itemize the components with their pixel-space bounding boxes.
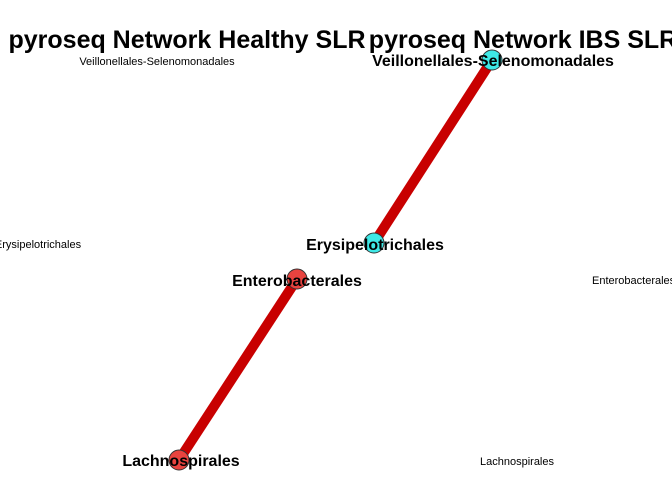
panel-healthy-title: pyroseq Network Healthy SLR xyxy=(8,26,365,54)
edge-enterobacterales-lachnospirales xyxy=(174,276,302,463)
node-label-erysipelotrichales: Erysipelotrichales xyxy=(306,237,444,254)
node-label-veillonellales-selenomonadales: Veillonellales-Selenomonadales xyxy=(372,53,614,70)
node-label-enterobacterales: Enterobacterales xyxy=(232,273,362,290)
panel-healthy: pyroseq Network Healthy SLR Veillonellal… xyxy=(0,26,366,471)
node-label-enterobacterales: Enterobacterales xyxy=(592,275,672,287)
node-veillonellales-selenomonadales xyxy=(481,49,503,71)
node-label-erysipelotrichales: Erysipelotrichales xyxy=(0,239,82,251)
node-lachnospirales xyxy=(168,449,190,471)
node-label-veillonellales-selenomonadales: Veillonellales-Selenomonadales xyxy=(79,56,235,68)
node-label-lachnospirales: Lachnospirales xyxy=(480,456,554,468)
panel-ibs-title: pyroseq Network IBS SLR xyxy=(369,26,672,54)
edge-veillonellales-erysipelotrichales xyxy=(369,57,497,246)
node-label-lachnospirales: Lachnospirales xyxy=(122,453,239,470)
panel-ibs: pyroseq Network IBS SLR Veillonellales-S… xyxy=(306,26,672,468)
node-enterobacterales xyxy=(286,268,308,290)
node-erysipelotrichales xyxy=(363,232,385,254)
